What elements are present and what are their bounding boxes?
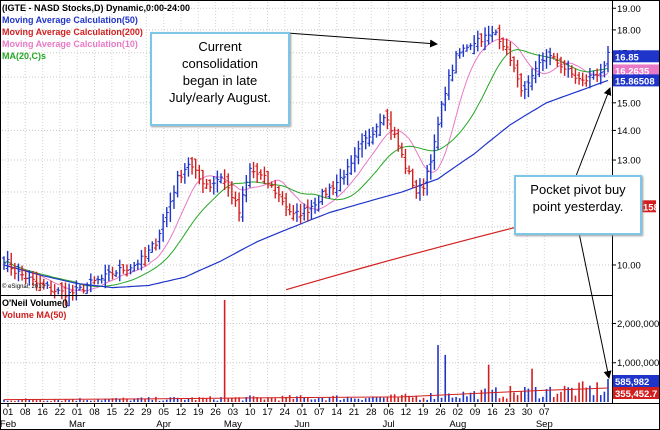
price-tick-label: 13.00 — [617, 156, 641, 167]
volume-tick-label: 2,000,000 — [617, 319, 659, 330]
time-tick-label: 10 — [245, 407, 256, 418]
legend-ma200: Moving Average Calculation(200) — [2, 27, 143, 37]
callout-line: Pocket pivot buy — [530, 182, 626, 197]
time-tick-label: 29 — [141, 407, 152, 418]
volume-panel-border — [0, 295, 613, 404]
time-tick-label: 24 — [280, 407, 291, 418]
volume-ma-line — [3, 387, 609, 401]
annotation-arrows — [286, 32, 612, 379]
month-label: Jun — [294, 419, 309, 430]
time-tick-label: 05 — [158, 407, 169, 418]
time-tick-label: 16 — [487, 407, 498, 418]
price-tick-label: 14.00 — [617, 126, 641, 137]
time-tick-label: 08 — [89, 407, 100, 418]
time-tick-label: 28 — [366, 407, 377, 418]
time-tick-label: 22 — [124, 407, 135, 418]
time-tick-label: 26 — [435, 407, 446, 418]
price-tick-label: 10.00 — [617, 260, 641, 271]
ma50-value-label: 15.86508 — [615, 76, 655, 87]
price-bars-layer — [2, 24, 610, 307]
price-tick-label: 15.00 — [617, 98, 641, 109]
ma200-value-bg — [640, 200, 656, 213]
time-tick-label: 14 — [331, 407, 342, 418]
copyright-label: © eSignal, 2010 — [2, 284, 45, 290]
ma10-value-label-bg — [613, 64, 659, 77]
ma10-value-label: 16.2635 — [615, 66, 650, 77]
callout-line: began in late — [182, 73, 258, 88]
time-tick-label: 12 — [176, 407, 187, 418]
time-tick-label: 22 — [55, 407, 66, 418]
month-label: Aug — [449, 419, 466, 430]
last-price-label-bg — [613, 50, 659, 63]
time-tick-label: 01 — [72, 407, 83, 418]
time-tick-label: 26 — [210, 407, 221, 418]
callout-line: Current — [198, 39, 242, 54]
price-tick-label: 18.00 — [617, 25, 641, 36]
consolidation-callout: Current consolidation began in late July… — [150, 32, 290, 126]
time-tick-label: 12 — [401, 407, 412, 418]
volume-ma-legend: Volume MA(50) — [2, 310, 67, 320]
callout-line: consolidation — [182, 56, 258, 71]
month-label: May — [224, 419, 242, 430]
callout-line: July/early August. — [169, 90, 271, 105]
time-tick-label: 21 — [349, 407, 360, 418]
volume-tick-label: 1,000,000 — [617, 358, 659, 369]
time-tick-label: 07 — [314, 407, 325, 418]
time-tick-label: 23 — [504, 407, 515, 418]
time-tick-label: 19 — [193, 407, 204, 418]
month-label: Sep — [536, 419, 553, 430]
time-tick-label: 01 — [3, 407, 14, 418]
volume-legend: O'Neil Volume() — [2, 298, 68, 308]
chart-title: (IGTE - NASD Stocks,D) Dynamic,0:00-24:0… — [2, 3, 191, 13]
month-label: Mar — [69, 419, 85, 430]
legend-ma20: MA(20,C)s — [2, 51, 47, 61]
last-price-label: 16.85 — [615, 52, 639, 63]
time-tick-label: 15 — [107, 407, 118, 418]
legend-ma50: Moving Average Calculation(50) — [2, 15, 138, 25]
time-tick-label: 08 — [20, 407, 31, 418]
last-volume-label: 585,982 — [615, 377, 649, 388]
arrow-to-pivot-price — [575, 87, 612, 177]
legend-ma10: Moving Average Calculation(10) — [2, 39, 138, 49]
time-tick-label: 17 — [262, 407, 273, 418]
arrow-to-consolidation — [286, 32, 438, 48]
time-tick-label: 09 — [470, 407, 481, 418]
arrow-to-pivot-volume — [577, 227, 612, 379]
month-label: Jul — [383, 419, 395, 430]
volume-bars-layer — [3, 299, 609, 402]
time-tick-label: 01 — [297, 407, 308, 418]
ma200-value-label: 158 — [643, 202, 659, 213]
time-tick-label: 02 — [453, 407, 464, 418]
time-tick-label: 30 — [522, 407, 533, 418]
month-label: Feb — [0, 419, 16, 430]
time-tick-label: 16 — [37, 407, 48, 418]
callout-line: point yesterday. — [532, 199, 624, 214]
time-tick-label: 06 — [383, 407, 394, 418]
time-tick-label: 19 — [418, 407, 429, 418]
price-tick-label: 19.00 — [617, 4, 641, 15]
time-tick-label: 07 — [539, 407, 550, 418]
ma50-value-label-bg — [613, 74, 659, 87]
pivot-callout: Pocket pivot buy point yesterday. — [514, 175, 642, 235]
last-volume-label-bg — [613, 375, 659, 387]
month-label: Apr — [156, 419, 171, 430]
volume-ma-value-label-bg — [613, 387, 659, 399]
volume-ma-value-label: 355,452.7 — [615, 389, 657, 400]
time-tick-label: 03 — [228, 407, 239, 418]
